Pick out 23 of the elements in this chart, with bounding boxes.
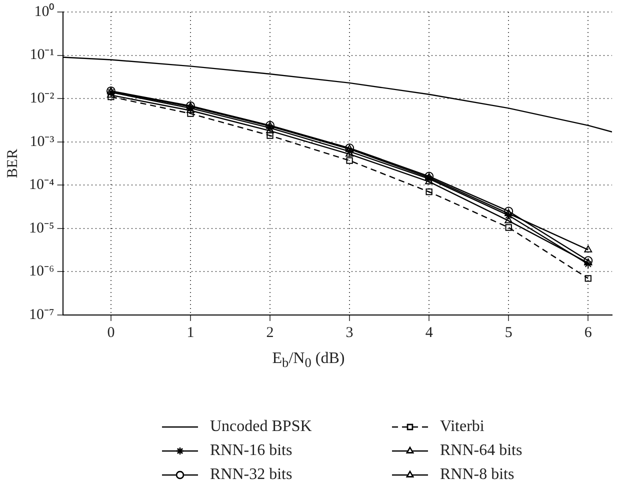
legend-label: RNN-32 bits — [210, 466, 292, 484]
y-tick-label: 10⁻³ — [30, 134, 55, 150]
y-tick-label: 10⁻⁵ — [28, 220, 54, 236]
legend-label: Viterbi — [440, 418, 484, 436]
y-tick-label: 10⁻¹ — [30, 47, 54, 64]
y-axis-title: BER — [4, 148, 21, 178]
x-tick-label: 4 — [425, 324, 434, 341]
legend-label: RNN-64 bits — [440, 442, 522, 460]
x-tick-label: 3 — [346, 324, 354, 341]
y-tick-label: 10⁻² — [30, 90, 55, 107]
y-tick-label: 10⁻⁴ — [28, 177, 54, 194]
legend-label: Uncoded BPSK — [210, 418, 312, 436]
x-tick-label: 6 — [584, 324, 592, 341]
y-tick-label: 10⁰ — [34, 2, 54, 20]
y-tick-label: 10⁻⁷ — [28, 306, 54, 323]
x-tick-label: 0 — [107, 324, 115, 341]
legend-label: RNN-8 bits — [440, 466, 514, 484]
legend-label: RNN-16 bits — [210, 442, 292, 460]
x-tick-label: 2 — [266, 324, 274, 341]
y-tick-label: 10⁻⁶ — [28, 264, 54, 280]
x-axis-title: E$_{b}$/N$_{0}$ (dB) — [271, 350, 346, 372]
x-tick-label: 1 — [186, 324, 194, 341]
x-tick-label: 5 — [504, 324, 512, 341]
